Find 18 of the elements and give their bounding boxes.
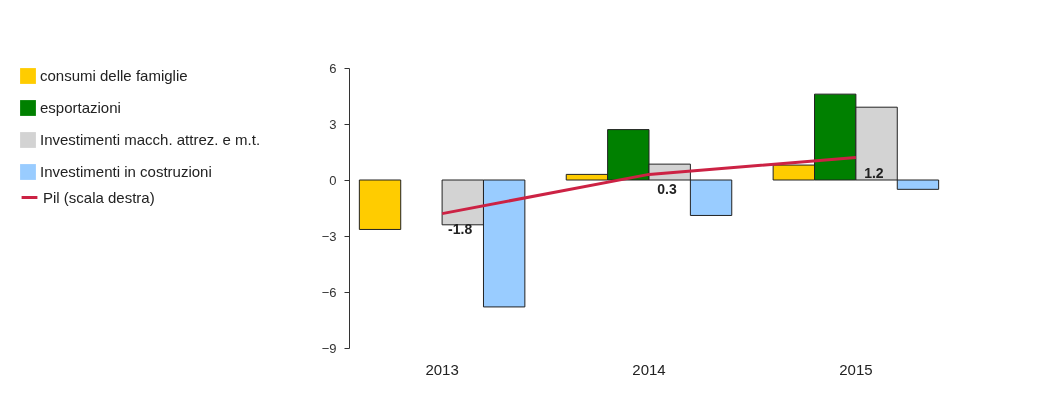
y-tick-label: 0 [329, 172, 337, 188]
y-tick-label: 3 [329, 116, 337, 132]
legend-label: consumi delle famiglie [40, 67, 188, 84]
data-label: 1.2 [864, 164, 884, 181]
data-label: -1.8 [448, 220, 473, 237]
y-tick-label: 6 [329, 60, 337, 76]
legend-label: Investimenti macch. attrez. e m.t. [40, 131, 261, 148]
y-tick-label: −9 [321, 340, 337, 356]
x-tick-label: 2014 [632, 360, 666, 378]
y-tick-label: −3 [321, 228, 337, 244]
y-tick-label: −6 [321, 284, 337, 300]
legend-label: Investimenti in costruzioni [40, 163, 212, 180]
data-label: 0.3 [657, 181, 677, 198]
x-tick-label: 2015 [839, 360, 873, 378]
x-tick-label: 2013 [425, 360, 459, 378]
bar [358, 179, 402, 230]
legend-label: esportazioni [40, 99, 121, 116]
legend-label: Pil (scala destra) [43, 188, 155, 206]
